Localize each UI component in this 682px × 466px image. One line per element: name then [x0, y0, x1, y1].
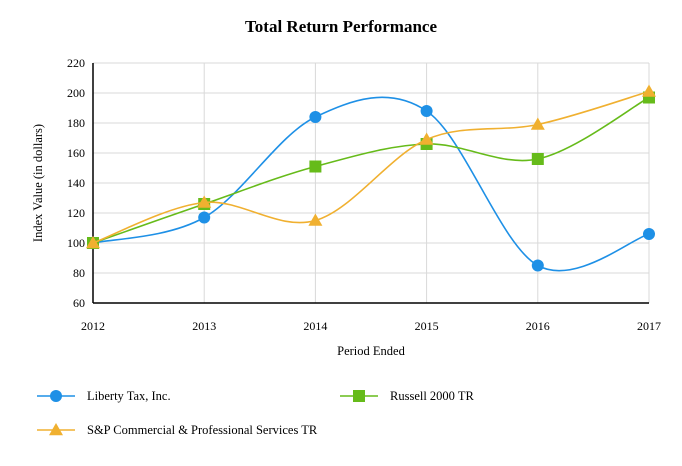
- legend-item: Liberty Tax, Inc.: [37, 389, 171, 403]
- chart-title: Total Return Performance: [245, 17, 437, 36]
- y-tick-label: 160: [67, 146, 85, 160]
- x-tick-label: 2012: [81, 319, 105, 333]
- data-point: [420, 105, 433, 117]
- data-point: [86, 236, 100, 249]
- legend-marker: [353, 390, 365, 402]
- data-point: [197, 195, 212, 208]
- data-point: [531, 153, 544, 165]
- y-tick-label: 120: [67, 206, 85, 220]
- x-tick-label: 2014: [303, 319, 327, 333]
- y-tick-label: 100: [67, 236, 85, 250]
- x-axis-label: Period Ended: [337, 344, 405, 358]
- legend-item: S&P Commercial & Professional Services T…: [37, 423, 318, 437]
- data-point: [531, 259, 544, 272]
- data-point: [419, 132, 434, 145]
- y-tick-label: 60: [73, 296, 85, 310]
- data-point: [308, 213, 323, 226]
- series-square: [87, 91, 655, 249]
- legend-label: Russell 2000 TR: [390, 389, 474, 403]
- y-axis-label: Index Value (in dollars): [31, 124, 45, 242]
- y-tick-label: 220: [67, 56, 85, 70]
- legend-label: S&P Commercial & Professional Services T…: [87, 423, 318, 437]
- data-point: [530, 117, 545, 130]
- data-point: [642, 84, 656, 97]
- y-tick-label: 200: [67, 86, 85, 100]
- series-triangle: [86, 84, 656, 249]
- series-line: [92, 96, 650, 244]
- y-tick-label: 80: [73, 266, 85, 280]
- x-tick-label: 2015: [415, 319, 439, 333]
- legend: Liberty Tax, Inc. Russell 2000 TR S&P Comm…: [37, 389, 474, 437]
- y-tick-label: 180: [67, 116, 85, 130]
- data-point: [309, 160, 322, 173]
- x-tick-label: 2013: [192, 319, 216, 333]
- data-point: [198, 211, 211, 224]
- series-line: [92, 90, 650, 244]
- legend-label: Liberty Tax, Inc.: [87, 389, 171, 403]
- data-point: [309, 111, 322, 123]
- x-tick-labels: 2012 2013 2014 2015 2016 2017: [81, 319, 661, 333]
- data-point: [643, 228, 655, 240]
- y-tick-labels: 60 80 100 120 140 160 180 200 220: [67, 56, 85, 310]
- legend-marker: [50, 390, 62, 402]
- gridlines: [93, 62, 650, 303]
- legend-item: Russell 2000 TR: [340, 389, 474, 403]
- axes: [92, 63, 649, 304]
- series-lines: [86, 84, 656, 272]
- y-tick-label: 140: [67, 176, 85, 190]
- x-tick-label: 2016: [526, 319, 550, 333]
- x-tick-label: 2017: [637, 319, 661, 333]
- legend-marker: [49, 423, 63, 436]
